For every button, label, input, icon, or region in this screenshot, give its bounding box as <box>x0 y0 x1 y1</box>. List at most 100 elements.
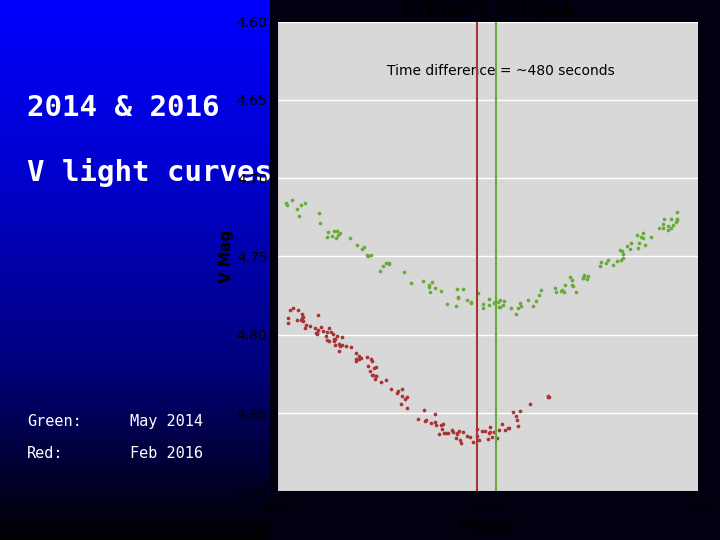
Point <box>325 328 337 336</box>
Point <box>331 226 343 235</box>
Point <box>508 408 519 416</box>
Point <box>524 400 536 409</box>
Point <box>333 347 344 356</box>
Point <box>309 323 320 332</box>
Point <box>637 233 649 242</box>
Point <box>293 212 305 220</box>
Point <box>527 302 539 310</box>
Point <box>369 375 381 383</box>
Point <box>351 357 362 366</box>
Point <box>364 367 376 375</box>
Point <box>423 280 435 289</box>
Point <box>354 352 365 361</box>
Point <box>344 233 356 242</box>
Point <box>333 339 345 348</box>
Point <box>557 286 568 295</box>
Point <box>672 215 683 224</box>
Point <box>505 304 517 313</box>
Point <box>429 284 441 292</box>
Point <box>490 298 501 306</box>
Point <box>377 261 389 270</box>
Point <box>292 306 304 315</box>
Point <box>477 303 488 312</box>
Point <box>670 218 682 227</box>
Point <box>323 337 334 346</box>
Point <box>401 404 413 413</box>
Point <box>616 246 628 255</box>
Point <box>380 258 392 267</box>
Point <box>495 295 506 304</box>
Point <box>450 301 462 310</box>
Point <box>536 286 547 295</box>
Point <box>370 372 382 381</box>
Y-axis label: V Mag: V Mag <box>219 230 234 283</box>
Point <box>312 326 324 334</box>
Point <box>282 314 294 322</box>
Point <box>300 324 311 333</box>
Point <box>611 256 623 265</box>
Point <box>297 317 308 326</box>
Point <box>534 291 545 300</box>
Point <box>340 341 351 350</box>
Point <box>671 207 683 216</box>
Point <box>465 299 477 307</box>
Point <box>346 342 357 351</box>
Point <box>295 201 307 210</box>
Point <box>516 301 527 310</box>
Point <box>578 272 590 280</box>
Point <box>566 275 577 284</box>
Point <box>667 220 679 229</box>
Point <box>323 323 335 332</box>
Point <box>435 287 446 296</box>
Point <box>419 416 431 425</box>
Point <box>471 425 482 434</box>
Point <box>514 407 526 415</box>
Point <box>556 286 567 295</box>
Point <box>472 288 484 297</box>
Point <box>435 420 446 429</box>
Point <box>312 311 324 320</box>
Point <box>405 279 417 288</box>
Point <box>662 222 674 231</box>
Point <box>461 431 472 440</box>
Point <box>484 423 495 431</box>
Point <box>420 416 432 425</box>
Point <box>550 288 562 296</box>
Point <box>430 421 441 429</box>
Point <box>329 335 341 343</box>
Point <box>423 282 435 291</box>
Point <box>400 395 411 403</box>
Point <box>300 199 311 208</box>
Point <box>491 434 503 442</box>
Point <box>297 313 309 321</box>
Point <box>451 430 462 438</box>
Text: Time difference = ~480 seconds: Time difference = ~480 seconds <box>387 64 614 78</box>
Point <box>457 285 469 294</box>
Point <box>476 427 487 436</box>
Point <box>320 332 331 341</box>
Point <box>350 355 361 363</box>
Point <box>477 300 488 308</box>
Point <box>328 226 340 235</box>
Point <box>321 336 333 345</box>
Point <box>614 246 626 254</box>
Point <box>582 272 594 280</box>
Point <box>379 376 391 384</box>
Point <box>480 427 491 436</box>
Point <box>512 416 523 424</box>
Point <box>366 357 378 366</box>
Point <box>383 259 395 268</box>
Point <box>315 323 327 332</box>
Point <box>328 336 340 345</box>
Point <box>392 387 403 395</box>
Point <box>332 231 343 239</box>
Point <box>581 274 593 283</box>
Point <box>499 426 510 435</box>
Point <box>482 435 494 443</box>
Point <box>639 241 651 249</box>
Point <box>578 271 590 279</box>
Point <box>301 320 312 329</box>
Point <box>396 392 408 401</box>
Point <box>465 298 477 306</box>
Point <box>523 296 534 305</box>
